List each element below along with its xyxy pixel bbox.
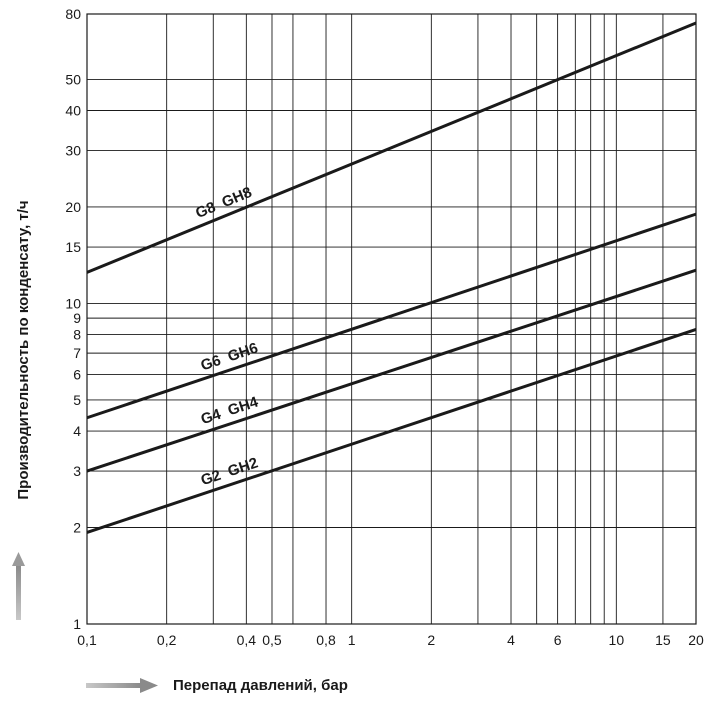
x-tick-label: 2 [427, 632, 435, 648]
x-tick-label: 6 [554, 632, 562, 648]
y-tick-label: 4 [73, 423, 81, 439]
y-tick-label: 7 [73, 345, 81, 361]
y-tick-label: 5 [73, 392, 81, 408]
y-tick-label: 6 [73, 367, 81, 383]
series-line [86, 21, 697, 274]
series-line [86, 327, 697, 534]
y-axis-title: Производительность по конденсату, т/ч [15, 200, 32, 499]
x-tick-label: 0,1 [77, 632, 97, 648]
x-tick-label: 4 [507, 632, 515, 648]
x-tick-label: 10 [609, 632, 625, 648]
x-tick-label: 0,5 [262, 632, 282, 648]
y-axis-arrow-icon [12, 552, 25, 620]
y-tick-label: 2 [73, 520, 81, 536]
y-tick-label: 20 [65, 199, 81, 215]
y-tick-label: 10 [65, 295, 81, 311]
x-tick-label: 0,4 [237, 632, 257, 648]
x-tick-label: 1 [348, 632, 356, 648]
y-tick-label: 30 [65, 143, 81, 159]
x-tick-label: 20 [688, 632, 704, 648]
grid [87, 13, 697, 624]
series-line [86, 212, 697, 420]
y-tick-label: 40 [65, 102, 81, 118]
y-tick-label: 1 [73, 616, 81, 632]
x-tick-label: 0,2 [157, 632, 177, 648]
y-tick-label: 9 [73, 310, 81, 326]
y-tick-label: 50 [65, 71, 81, 87]
y-tick-label: 80 [65, 6, 81, 22]
y-tick-label: 8 [73, 327, 81, 343]
y-tick-label: 3 [73, 463, 81, 479]
series-line [86, 268, 697, 473]
x-tick-label: 15 [655, 632, 671, 648]
x-axis-arrow-icon [86, 678, 158, 693]
x-tick-label: 0,8 [316, 632, 336, 648]
x-axis-title: Перепад давлений, бар [173, 677, 348, 694]
plot-frame [86, 13, 697, 625]
y-tick-label: 15 [65, 239, 81, 255]
